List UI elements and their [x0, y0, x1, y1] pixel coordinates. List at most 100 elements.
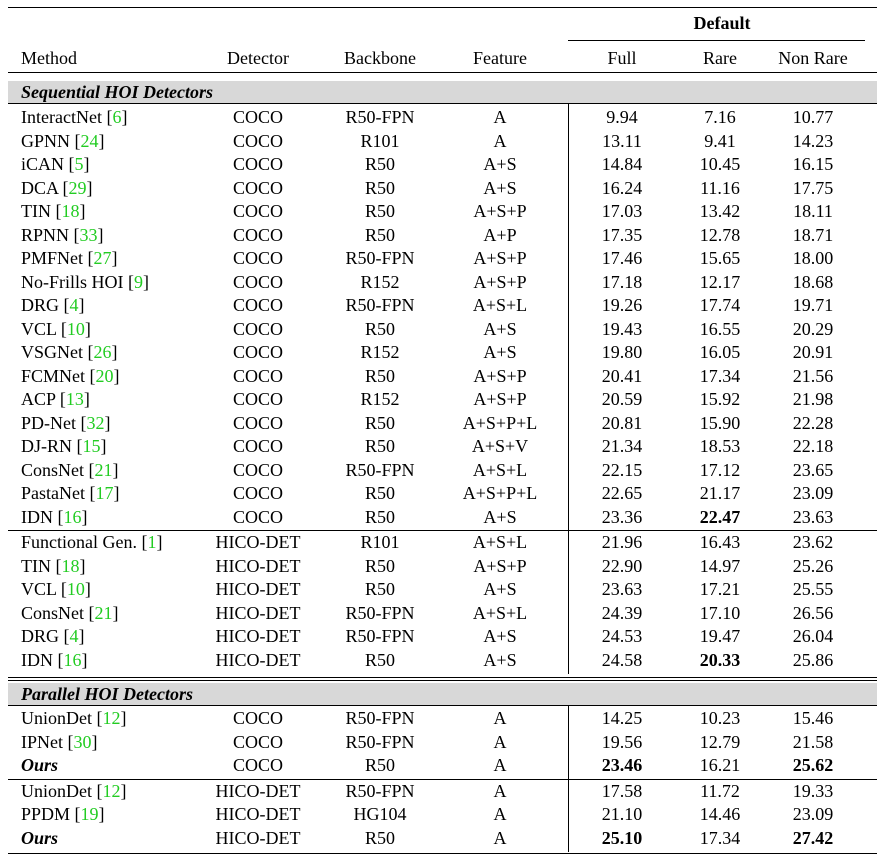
cell-full: 20.81 [601, 412, 643, 433]
cell-rare: 9.41 [704, 130, 736, 151]
cell-full: 17.03 [601, 201, 643, 221]
cell-full: 19.26 [601, 295, 643, 315]
method-name: PMFNet [21, 248, 84, 268]
ref-close: ] [113, 483, 120, 503]
ref-close: ] [120, 708, 127, 728]
cell-nonrare: 18.11 [793, 201, 833, 221]
citation-ref: 19 [80, 804, 99, 824]
ref-open: [ [84, 483, 96, 503]
ref-open: [ [70, 130, 81, 151]
cell-nonrare: 27.42 [792, 827, 834, 848]
method-cell: DRG [4] [21, 294, 85, 316]
method-cell: DCA [29] [21, 177, 93, 199]
cell-backbone: R101 [360, 532, 400, 552]
cell-rare: 20.33 [699, 649, 741, 670]
cell-nonrare: 26.56 [792, 602, 834, 623]
method-cell: VSGNet [26] [21, 341, 118, 363]
cell-full: 14.25 [601, 708, 643, 728]
citation-ref: 12 [102, 780, 121, 801]
method-cell: iCAN [5] [21, 153, 90, 175]
cell-rare: 19.47 [699, 626, 741, 646]
citation-ref: 18 [61, 555, 80, 576]
cell-rare: 12.17 [699, 271, 741, 292]
cell-full: 22.15 [601, 459, 643, 480]
cell-backbone: R50 [364, 177, 396, 198]
method-name: TIN [21, 201, 51, 221]
cell-backbone: R50-FPN [345, 731, 415, 752]
cell-full: 9.94 [606, 107, 638, 127]
method-cell: ACP [13] [21, 388, 90, 410]
cell-detector: COCO [232, 412, 284, 433]
cell-rare: 17.21 [699, 579, 741, 599]
cell-backbone: R50 [364, 365, 396, 386]
cell-backbone: R50 [364, 506, 396, 527]
cell-detector: COCO [232, 177, 284, 198]
cell-rare: 16.43 [699, 532, 741, 552]
ref-open: [ [59, 295, 70, 315]
ref-close: ] [113, 365, 120, 386]
ref-close: ] [81, 649, 88, 670]
cell-full: 24.39 [601, 602, 643, 623]
method-name: IDN [21, 506, 53, 527]
cell-backbone: R152 [360, 389, 400, 409]
cell-rare: 14.97 [699, 555, 741, 576]
cell-feature: A+S [483, 154, 517, 174]
citation-ref: 5 [74, 154, 84, 174]
ref-close: ] [97, 224, 104, 245]
cell-backbone: R50-FPN [345, 459, 415, 480]
cell-nonrare: 16.15 [792, 154, 834, 174]
cell-rare: 16.21 [699, 755, 741, 775]
cell-full: 19.56 [601, 731, 643, 752]
cell-backbone: R50 [364, 483, 396, 503]
ref-close: ] [100, 436, 107, 456]
cell-feature: A+S [483, 342, 517, 362]
cell-detector: COCO [232, 708, 284, 728]
ref-open: [ [69, 224, 80, 245]
cell-full: 23.36 [601, 506, 643, 527]
cell-feature: A+S+P [473, 389, 527, 409]
ref-close: ] [83, 154, 90, 174]
bottom-rule [8, 853, 877, 854]
cell-nonrare: 26.04 [792, 626, 834, 646]
cell-full: 17.58 [601, 780, 643, 801]
method-name: IPNet [21, 731, 63, 752]
cell-rare: 12.78 [699, 224, 741, 245]
method-cell: UnionDet [12] [21, 707, 127, 729]
cell-feature: A+S [483, 649, 517, 670]
citation-ref: 21 [94, 459, 113, 480]
ref-close: ] [81, 506, 88, 527]
cell-nonrare: 23.63 [792, 506, 834, 527]
ref-close: ] [143, 271, 149, 292]
method-name: DRG [21, 626, 60, 646]
cell-detector: HICO-DET [215, 579, 301, 599]
citation-ref: 16 [63, 506, 82, 527]
method-cell: Ours [21, 754, 58, 776]
cell-nonrare: 18.71 [792, 224, 834, 245]
section-rule [8, 677, 877, 678]
ref-open: [ [51, 555, 62, 576]
cell-detector: COCO [232, 342, 284, 362]
citation-ref: 21 [94, 602, 113, 623]
cell-nonrare: 10.77 [792, 107, 834, 127]
cell-nonrare: 21.58 [792, 731, 834, 752]
cell-rare: 22.47 [699, 506, 741, 527]
cell-detector: HICO-DET [215, 555, 301, 576]
section-rule [8, 680, 877, 681]
cell-backbone: R152 [360, 342, 400, 362]
cell-nonrare: 20.29 [792, 318, 834, 339]
col-header-full: Full [607, 48, 637, 68]
cell-feature: A [493, 780, 507, 801]
cell-feature: A+S+P [473, 555, 527, 576]
method-name: iCAN [21, 154, 65, 174]
ref-open: [ [83, 342, 94, 362]
cell-detector: COCO [232, 224, 284, 245]
citation-ref: 13 [65, 389, 84, 409]
cell-rare: 17.74 [699, 295, 741, 315]
cell-backbone: R50-FPN [345, 602, 415, 623]
ref-close: ] [83, 389, 90, 409]
method-cell: IDN [16] [21, 506, 88, 528]
section-rule [8, 72, 877, 73]
cell-full: 13.11 [602, 130, 642, 151]
method-cell: FCMNet [20] [21, 365, 120, 387]
citation-ref: 1 [147, 532, 157, 552]
